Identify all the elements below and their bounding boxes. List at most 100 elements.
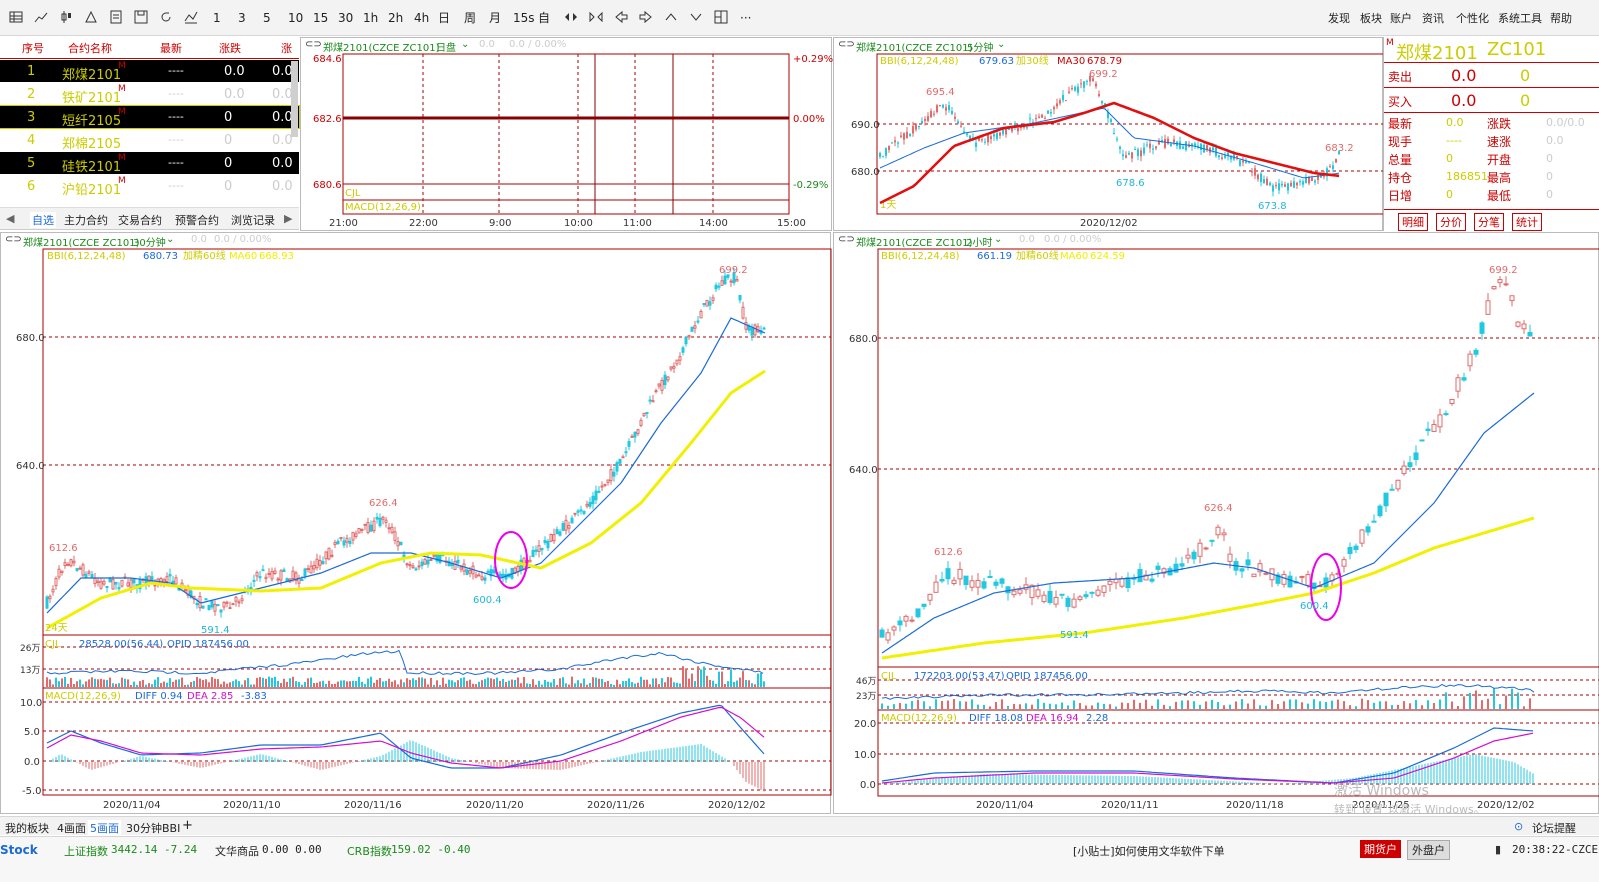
right-arrow-icon[interactable]: [638, 9, 654, 27]
period-8[interactable]: 4h: [414, 11, 430, 25]
more-button[interactable]: ···: [740, 11, 752, 25]
period-3[interactable]: 10: [288, 11, 304, 25]
cjl-label[interactable]: CJL: [45, 639, 61, 650]
watchlist-row[interactable]: 3 短纤2105 ---- 0 0.0 M: [0, 105, 300, 129]
period-11[interactable]: 月: [489, 11, 502, 25]
tip-link[interactable]: [小贴士]如何使用文华软件下单: [1073, 845, 1225, 858]
menu-0[interactable]: 发现: [1328, 12, 1350, 25]
candle-icon[interactable]: [58, 9, 74, 27]
watchlist-row[interactable]: 5 硅铁2101 ---- 0 0.0 M: [0, 152, 299, 175]
panel2h-title[interactable]: 郑煤2101(CZCE ZC101): [856, 238, 973, 249]
chevron-down-icon[interactable]: ⌄: [166, 234, 175, 245]
period-1[interactable]: 3: [238, 11, 246, 25]
fivemin-chart[interactable]: BBI(6,12,24,48) 679.63 加30线 MA30 678.79 …: [834, 38, 1384, 232]
chat-icon[interactable]: ⊙: [1514, 820, 1524, 833]
col-name[interactable]: 合约名称: [68, 42, 112, 55]
chevron-down-icon[interactable]: ⌄: [994, 234, 1003, 245]
period-12[interactable]: 15s: [513, 11, 535, 25]
link-icon[interactable]: ⊂⊃: [838, 234, 855, 245]
left-arrow-icon[interactable]: [613, 9, 629, 27]
intraday-title[interactable]: 郑煤2101(CZCE ZC101): [323, 43, 440, 54]
period-5[interactable]: 30: [338, 11, 354, 25]
menu-4[interactable]: 个性化: [1456, 12, 1489, 25]
shrink-icon[interactable]: [588, 9, 604, 27]
menu-1[interactable]: 板块: [1360, 12, 1382, 25]
period-9[interactable]: 日: [438, 11, 451, 25]
sell-row[interactable]: 卖出 0.0 0: [1384, 64, 1599, 88]
watchlist-row[interactable]: 6 沪铅2101 ---- 0 0.0 M: [0, 175, 299, 198]
intraday-period[interactable]: 日盘: [436, 43, 456, 54]
period-2[interactable]: 5: [263, 11, 271, 25]
quote-tab-3[interactable]: 统计: [1512, 213, 1542, 231]
wh-index-label[interactable]: 文华商品: [215, 845, 259, 858]
cjl-label[interactable]: CJL: [345, 188, 361, 199]
col-chg[interactable]: 涨跌: [219, 42, 241, 55]
watchlist-row[interactable]: 4 郑棉2105 ---- 0 0.0: [0, 129, 299, 152]
period-7[interactable]: 2h: [388, 11, 404, 25]
extra-label[interactable]: 加精60线: [1016, 249, 1059, 262]
link-icon[interactable]: ⊂⊃: [838, 39, 855, 50]
period-4[interactable]: 15: [313, 11, 329, 25]
chart-30min[interactable]: BBI(6,12,24,48) 680.73 加精60线 MA60 668.93…: [1, 233, 832, 815]
extra-label[interactable]: 加30线: [1016, 54, 1049, 67]
chevron-down-icon[interactable]: ⌄: [997, 39, 1006, 50]
cjl-label[interactable]: CJL: [881, 671, 897, 682]
add-tab-button[interactable]: +: [182, 818, 193, 833]
futures-account-button[interactable]: 期货户: [1360, 840, 1401, 858]
sh-index-label[interactable]: 上证指数: [64, 845, 108, 858]
save-icon[interactable]: [133, 9, 149, 27]
bbi-label[interactable]: BBI(6,12,24,48): [881, 251, 960, 262]
calc-icon[interactable]: [108, 9, 124, 27]
watchlist-tab-3[interactable]: 预警合约: [175, 214, 219, 227]
menu-6[interactable]: 帮助: [1550, 12, 1572, 25]
tab-left-arrow-icon[interactable]: ◀: [6, 212, 15, 225]
watchlist-scrollbar[interactable]: [291, 61, 298, 137]
panel30-title[interactable]: 郑煤2101(CZCE ZC101): [23, 238, 140, 249]
watchlist-tab-2[interactable]: 交易合约: [118, 214, 162, 227]
down-icon[interactable]: [688, 9, 704, 27]
tab-5screen[interactable]: 5画面: [88, 820, 121, 836]
indicator-icon[interactable]: [183, 9, 199, 27]
watchlist-row[interactable]: 1 郑煤2101 ---- 0.0 0.0 M: [0, 60, 299, 83]
panel2h-period[interactable]: 2小时: [966, 238, 993, 249]
bbi-label[interactable]: BBI(6,12,24,48): [880, 56, 959, 67]
chevron-down-icon[interactable]: ⌄: [461, 39, 470, 50]
line-chart-icon[interactable]: [33, 9, 49, 27]
menu-5[interactable]: 系统工具: [1498, 12, 1542, 25]
quote-tab-2[interactable]: 分笔: [1474, 213, 1504, 231]
quote-tab-1[interactable]: 分价: [1436, 213, 1466, 231]
panel30-period[interactable]: 30分钟: [133, 238, 166, 249]
refresh-icon[interactable]: [158, 9, 174, 27]
period-10[interactable]: 周: [464, 11, 477, 25]
tab-right-arrow-icon[interactable]: ▶: [284, 212, 293, 225]
layout-icon[interactable]: [713, 9, 729, 27]
watchlist-tab-1[interactable]: 主力合约: [64, 214, 108, 227]
tab-4screen[interactable]: 4画面: [57, 822, 86, 835]
forum-link[interactable]: 论坛提醒: [1532, 822, 1576, 835]
chart-2hour[interactable]: BBI(6,12,24,48) 661.19 加精60线 MA60 624.59…: [834, 233, 1599, 815]
link-icon[interactable]: ⊂⊃: [305, 39, 322, 50]
period-6[interactable]: 1h: [363, 11, 379, 25]
zoom-icon[interactable]: [563, 9, 579, 27]
buy-row[interactable]: 买入 0.0 0: [1384, 89, 1599, 113]
link-icon[interactable]: ⊂⊃: [5, 234, 22, 245]
grid-icon[interactable]: [8, 9, 24, 27]
macd-label[interactable]: MACD(12,26,9): [45, 691, 121, 702]
macd-label[interactable]: MACD(12,26,9): [345, 202, 421, 213]
tab-30min-bbi[interactable]: 30分钟BBI: [126, 822, 181, 835]
watchlist-tab-4[interactable]: 浏览记录: [231, 214, 275, 227]
watchlist-row[interactable]: 2 铁矿2101 ---- 0.0 0.0 M: [0, 83, 299, 106]
quote-tab-0[interactable]: 明细: [1398, 213, 1428, 231]
col-last[interactable]: 最新: [160, 42, 182, 55]
up-icon[interactable]: [663, 9, 679, 27]
crb-index-label[interactable]: CRB指数: [347, 845, 392, 858]
menu-2[interactable]: 账户: [1390, 12, 1412, 25]
watchlist-tab-0[interactable]: 自选: [30, 212, 56, 228]
macd-label[interactable]: MACD(12,26,9): [881, 713, 957, 724]
menu-3[interactable]: 资讯: [1422, 12, 1444, 25]
fivemin-period[interactable]: 5分钟: [967, 43, 994, 54]
period-13[interactable]: 自: [538, 11, 551, 25]
outer-account-button[interactable]: 外盘户: [1407, 840, 1450, 860]
period-0[interactable]: 1: [213, 11, 221, 25]
col-pct[interactable]: 涨: [281, 42, 292, 55]
